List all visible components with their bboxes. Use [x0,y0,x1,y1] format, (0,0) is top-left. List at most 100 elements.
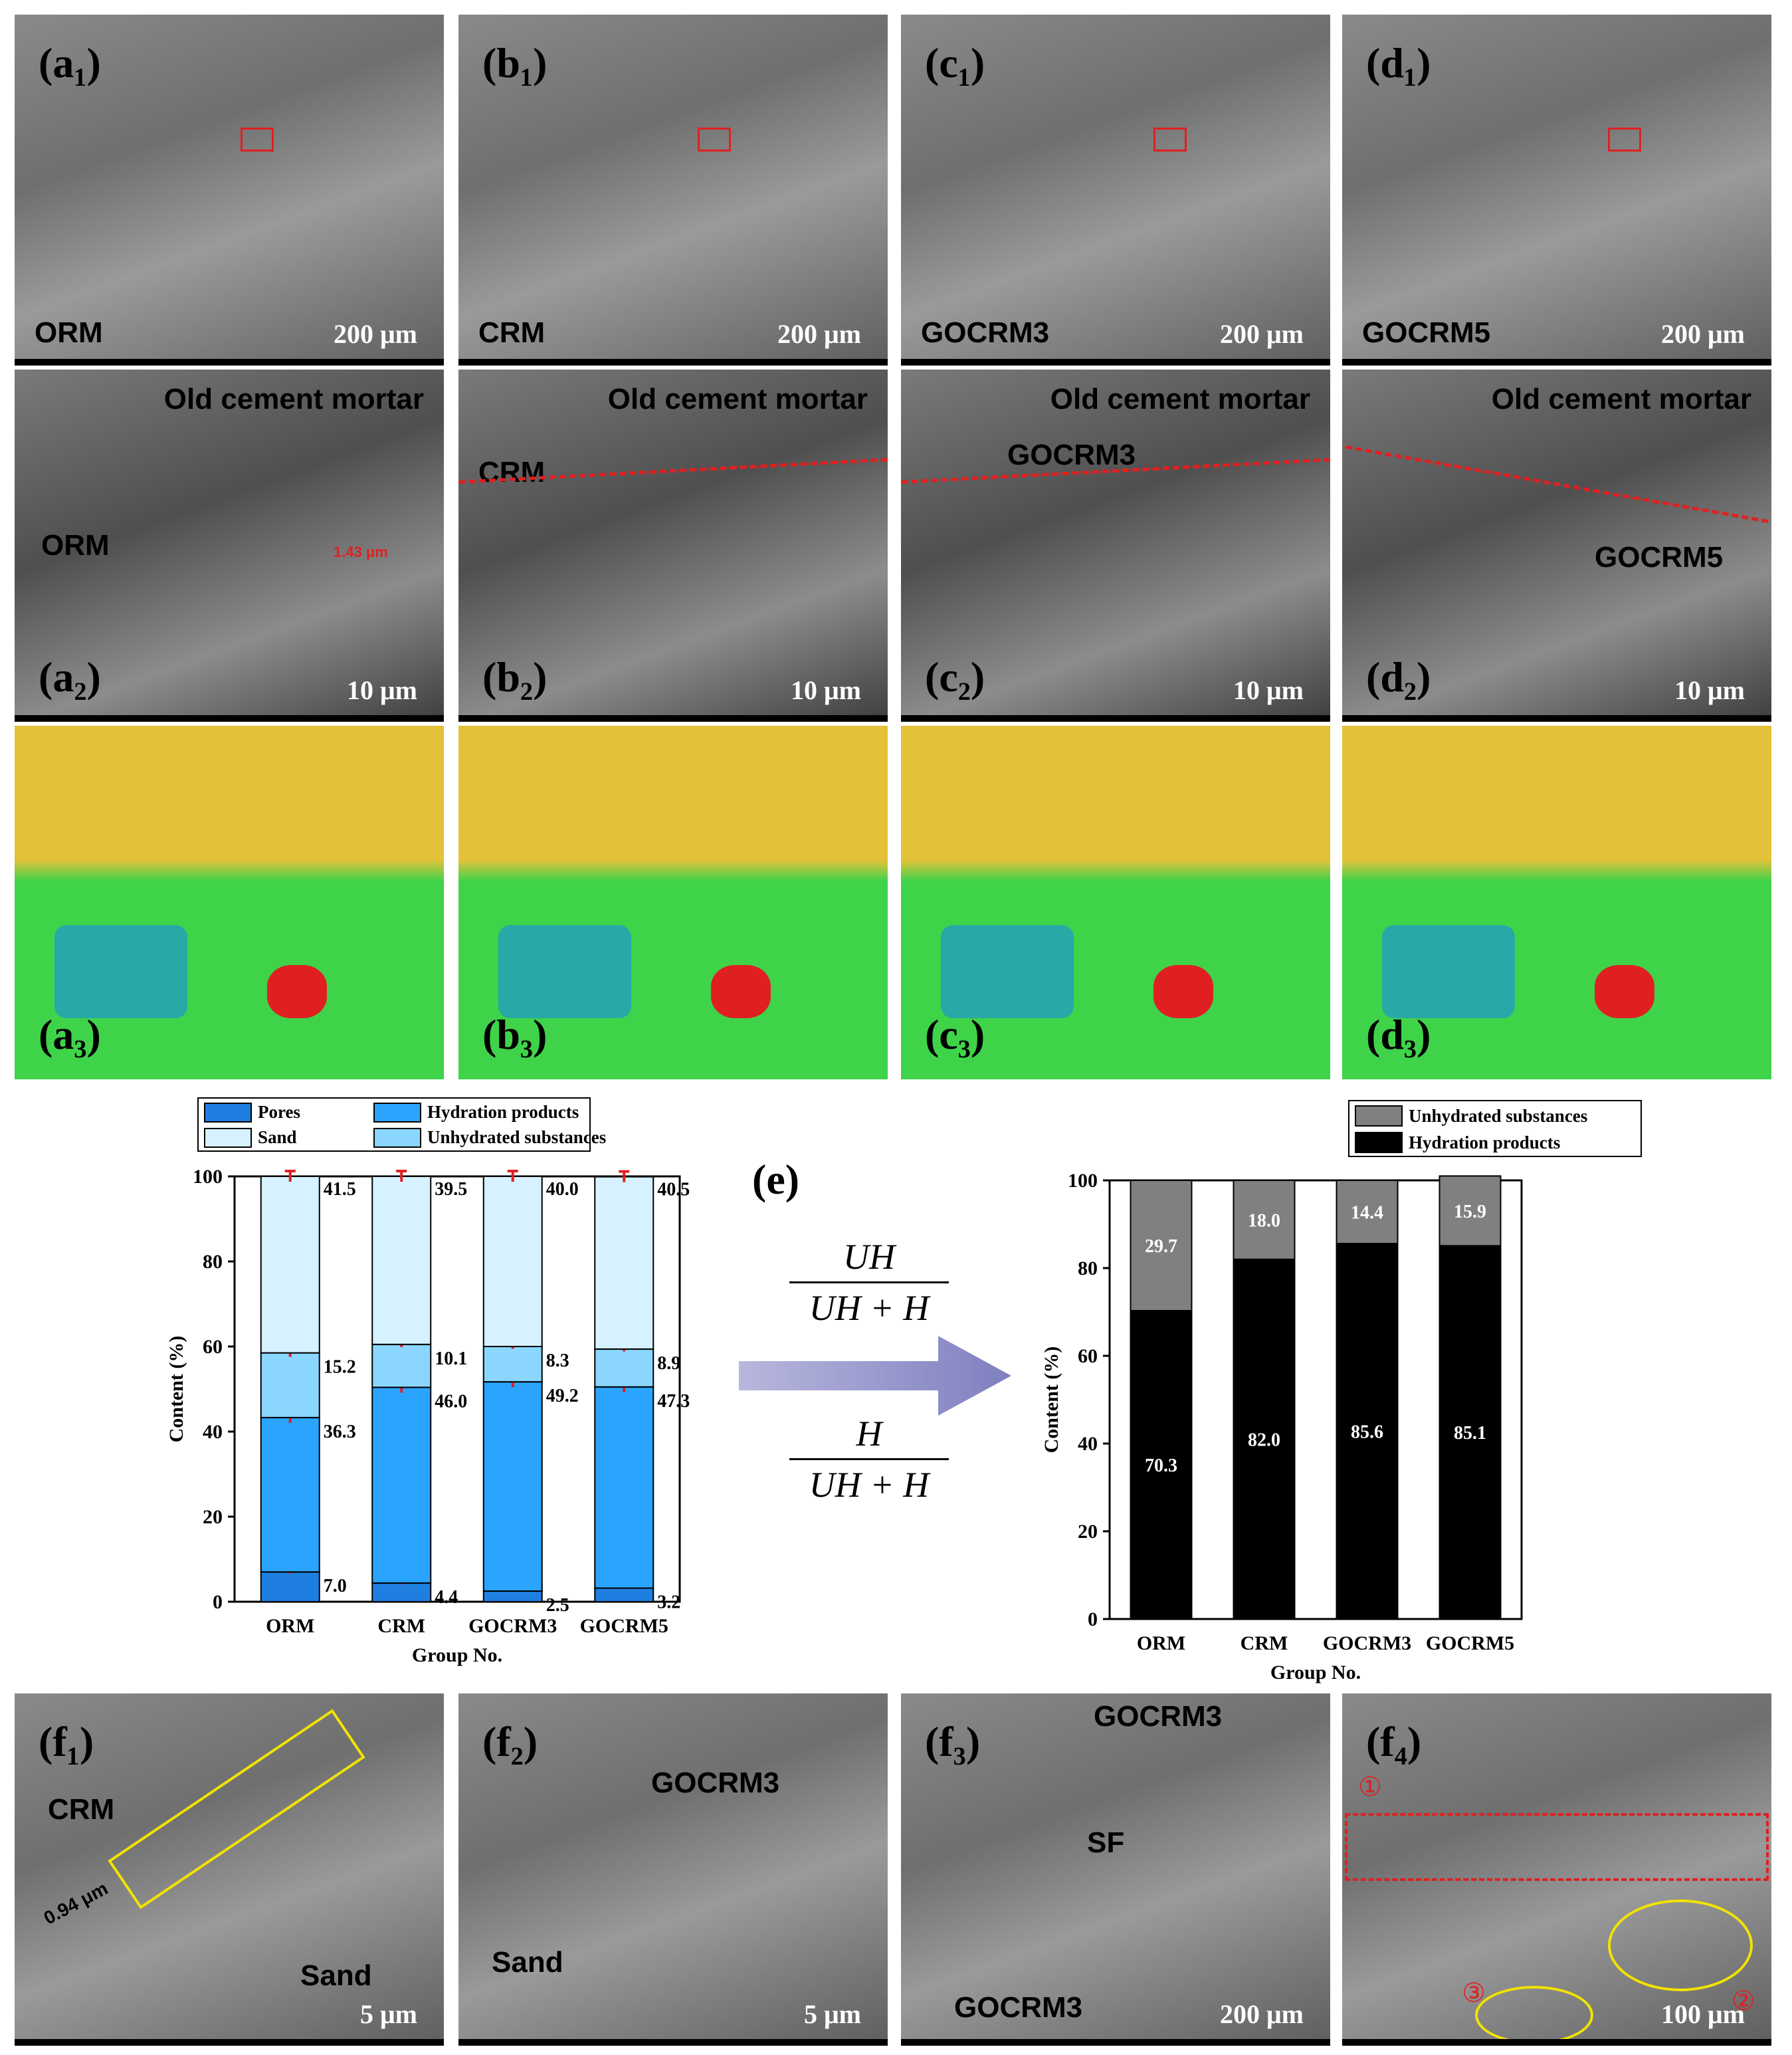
bar-segment-pores [260,1571,320,1603]
circled-marker: ② [1732,1986,1755,2016]
scale-label: 10 μm [1674,675,1745,705]
legend-label: Unhydrated substances [427,1127,606,1147]
y-tick-label: 0 [1088,1608,1098,1630]
bar-segment-sand [260,1176,320,1354]
y-tick-label: 80 [203,1251,223,1273]
phase-particle-red [1595,965,1654,1018]
data-label: 85.6 [1351,1422,1383,1443]
old-mortar-label: Old cement mortar [1491,383,1751,415]
y-tick-label: 60 [203,1336,223,1358]
x-tick-label: GOCRM5 [1426,1632,1514,1654]
image-panel-f1: (f₁) CRM Sand 0.94 μm 5 μm [15,1693,444,2046]
image-panel-d2: (d₂) Old cement mortar GOCRM5 10 μm [1342,370,1771,722]
y-axis-title: Content (%) [165,1336,187,1443]
sample-label: CRM [478,316,546,349]
old-mortar-label: Old cement mortar [1050,383,1310,415]
yellow-highlight-box [108,1709,365,1909]
formula-1-numerator: UH [843,1237,895,1277]
x-axis-title: Group No. [1270,1662,1361,1683]
formula-unhydrated-ratio: UH UH + H [789,1236,949,1329]
bar-segment-hydration-products [371,1386,432,1584]
data-label: 41.5 [324,1179,356,1200]
scale-strip [458,2039,888,2046]
data-label: 2.5 [546,1595,569,1616]
y-axis-title: Content (%) [1041,1347,1062,1454]
y-tick-label: 20 [1078,1521,1098,1543]
plot-frame [1108,1179,1523,1620]
image-panel-a1: (a₁) ORM 200 μm [15,15,444,366]
legend-label: Hydration products [1409,1133,1560,1152]
gap-width-label: 0.94 μm [40,1878,112,1929]
bar-segment-hydration-products [1439,1245,1502,1620]
y-tick-label: 20 [203,1506,223,1528]
scale-strip [458,715,888,722]
formula-hydrated-ratio: H UH + H [789,1413,949,1505]
region-marker-box [241,128,274,152]
panel-label-b2: (b₂) [482,653,548,701]
right-arrow-icon [739,1336,1011,1416]
bar-segment-sand [482,1176,543,1347]
data-label: 18.0 [1248,1210,1280,1231]
panel-label-c1: (c₁) [925,39,985,86]
panel-label-d3: (d₃) [1366,1011,1431,1058]
data-label: 7.0 [324,1576,347,1596]
sample-label: GOCRM3 [1007,439,1136,471]
panel-label-a3: (a₃) [39,1011,101,1058]
data-label: 46.0 [435,1391,467,1412]
image-panel-f3: (f₃) GOCRM3 SF GOCRM3 200 μm [901,1693,1330,2046]
panel-label-a2: (a₂) [39,653,101,701]
data-label: 10.1 [435,1349,467,1369]
panel-label-a1: (a₁) [39,39,101,86]
scale-label: 100 μm [1661,1999,1745,2029]
data-label: 40.0 [546,1179,579,1200]
image-panel-f2: (f₂) GOCRM3 Sand 5 μm [458,1693,888,2046]
scale-label: 200 μm [334,319,417,349]
bar-segment-hydration-products [260,1416,320,1573]
phase-particle-red [711,965,771,1018]
scale-label: 5 μm [360,1999,417,2029]
panel-label-b1: (b₁) [482,39,548,86]
sample-label: ORM [35,316,103,349]
y-tick-label: 40 [1078,1433,1098,1455]
scale-label: 200 μm [777,319,861,349]
panel-label-d1: (d₁) [1366,39,1431,86]
sample-label: SF [1087,1826,1125,1859]
bar-segment-unhydrated-substances [1130,1180,1193,1312]
scale-strip [15,359,444,366]
scale-label: 200 μm [1661,319,1745,349]
image-panel-a3: (a₃) [15,726,444,1079]
legend-swatch [1355,1105,1403,1127]
panel-label-d2: (d₂) [1366,653,1431,701]
region-marker-box [698,128,731,152]
legend-swatch [373,1103,421,1123]
interface-dashed-line [1345,445,1769,524]
data-label: 3.2 [657,1592,680,1613]
data-label: 4.4 [435,1587,458,1608]
data-label: 49.2 [546,1386,579,1406]
yellow-ellipse [1608,1899,1753,1991]
data-label: 36.3 [324,1422,356,1442]
plot-frame [233,1175,681,1603]
data-label: 14.4 [1351,1203,1383,1224]
x-tick-label: GOCRM5 [580,1615,668,1637]
panel-label-f2: (f₂) [482,1718,538,1765]
scale-label: 200 μm [1220,319,1304,349]
data-label: 70.3 [1145,1456,1177,1476]
legend-label: Pores [258,1102,300,1122]
data-label: 29.7 [1145,1236,1177,1257]
image-panel-b2: (b₂) Old cement mortar CRM 10 μm [458,370,888,722]
data-label: 15.2 [324,1357,356,1378]
scale-strip [901,2039,1330,2046]
legend-label: Unhydrated substances [1409,1106,1587,1126]
scale-label: 200 μm [1220,1999,1304,2029]
x-axis-title: Group No. [412,1644,502,1666]
panel-label-f3: (f₃) [925,1718,981,1765]
bar-segment-pores [482,1590,543,1602]
image-panel-a2: (a₂) Old cement mortar ORM 1.43 μm 10 μm [15,370,444,722]
sample-label: Sand [492,1946,563,1979]
y-tick-label: 0 [213,1591,223,1613]
bar-segment-hydration-products [1233,1258,1296,1620]
scale-label: 10 μm [1233,675,1304,705]
phase-particle [941,925,1074,1018]
y-tick-label: 100 [193,1166,223,1188]
